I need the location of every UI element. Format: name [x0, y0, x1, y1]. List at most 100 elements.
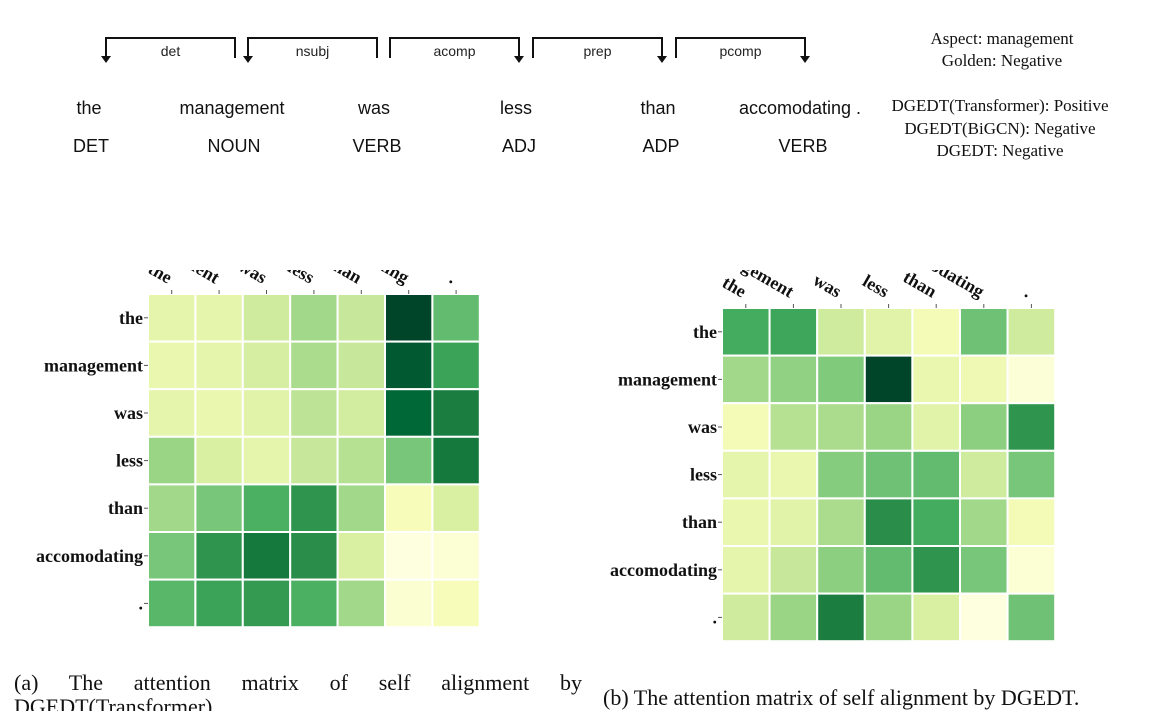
word-the: the	[76, 98, 102, 118]
heatmap-cell	[816, 592, 866, 643]
row-label: was	[688, 417, 717, 437]
pos-tag-6: VERB	[778, 136, 828, 156]
heatmap-b: themanagementwaslessthanaccomodating.the…	[610, 270, 1057, 643]
heatmap-cell	[721, 497, 771, 547]
heatmap-cell	[147, 435, 197, 486]
heatmap-cell	[431, 293, 481, 343]
arrow-head-icon	[657, 56, 667, 63]
heatmap-cell	[336, 340, 387, 391]
heatmap-cell	[289, 531, 339, 581]
heatmap-cell	[863, 354, 914, 405]
heatmap-cell	[816, 354, 866, 405]
heatmap-cell	[816, 497, 866, 547]
heatmap-cell	[863, 449, 914, 500]
heatmap-cell	[959, 307, 1009, 357]
word-was: was	[357, 98, 391, 118]
row-label: accomodating	[610, 560, 717, 580]
dependency-label: acomp	[433, 43, 475, 59]
row-label: less	[690, 465, 717, 485]
heatmap-cell	[384, 578, 434, 629]
heatmap-cell	[1006, 402, 1057, 452]
dependency-arc	[532, 37, 663, 58]
heatmap-cell	[1006, 592, 1057, 643]
heatmap-cell	[241, 483, 292, 533]
heatmap-cell	[959, 497, 1009, 547]
heatmap-cell	[911, 592, 961, 643]
aspect-label: Aspect: management	[930, 29, 1074, 48]
heatmap-cell	[384, 531, 434, 581]
col-label: was	[810, 270, 845, 301]
heatmap-cell	[911, 545, 961, 595]
prediction-dgedt: DGEDT: Negative	[936, 141, 1064, 160]
heatmap-cell	[1006, 449, 1057, 500]
heatmap-cell	[721, 545, 771, 595]
heatmap-cell	[336, 483, 387, 533]
heatmap-cell	[431, 578, 481, 629]
pos-tag-2: NOUN	[207, 136, 261, 156]
dependency-label: nsubj	[296, 43, 329, 59]
heatmap-cell	[911, 307, 961, 357]
heatmap-cell	[289, 483, 339, 533]
row-label: the	[119, 308, 143, 328]
golden-label: Golden: Negative	[941, 51, 1063, 70]
word-less: less	[499, 98, 533, 118]
heatmap-cell	[194, 435, 244, 486]
heatmap-cell	[336, 388, 387, 438]
heatmap-cell	[721, 354, 771, 405]
heatmap-cell	[768, 307, 819, 357]
heatmap-cell	[194, 340, 244, 391]
col-label: management	[702, 270, 798, 301]
heatmap-cell	[241, 531, 292, 581]
col-label: was	[235, 270, 270, 287]
heatmap-cell	[1006, 354, 1057, 405]
heatmap-cell	[911, 497, 961, 547]
heatmap-cell	[289, 435, 339, 486]
dependency-arc	[105, 37, 236, 58]
heatmap-cell	[336, 578, 387, 629]
dependency-label: prep	[583, 43, 611, 59]
heatmap-cell	[911, 402, 961, 452]
heatmap-cell	[241, 578, 292, 629]
heatmap-cell	[768, 354, 819, 405]
heatmap-cell	[959, 592, 1009, 643]
heatmap-cell	[194, 578, 244, 629]
heatmap-cell	[384, 483, 434, 533]
heatmap-cell	[959, 402, 1009, 452]
heatmap-cell	[194, 293, 244, 343]
row-label: .	[713, 607, 718, 627]
arrow-head-icon	[514, 56, 524, 63]
dependency-arcs: det nsubj acomp prep pcomp	[101, 37, 810, 63]
arrow-head-icon	[800, 56, 810, 63]
heatmap-cell	[1006, 307, 1057, 357]
heatmap-cell	[336, 293, 387, 343]
heatmap-cell	[768, 592, 819, 643]
heatmap-cell	[147, 293, 197, 343]
heatmap-cell	[147, 578, 197, 629]
heatmap-cell	[336, 435, 387, 486]
dependency-arc	[675, 37, 806, 58]
heatmap-cell	[768, 402, 819, 452]
row-label: management	[618, 369, 717, 389]
pos-tag-5: ADP	[642, 136, 680, 156]
prediction-bigcn: DGEDT(BiGCN): Negative	[904, 119, 1096, 138]
heatmap-cell	[147, 483, 197, 533]
heatmap-cell	[863, 592, 914, 643]
heatmap-cell	[194, 531, 244, 581]
heatmap-cell	[768, 449, 819, 500]
word-management: management	[179, 98, 285, 118]
heatmap-cell	[863, 545, 914, 595]
heatmap-cell	[959, 545, 1009, 595]
heatmap-cell	[863, 307, 914, 357]
heatmap-cell	[384, 340, 434, 391]
heatmap-cell	[241, 388, 292, 438]
row-label: less	[116, 451, 143, 471]
heatmap-cell	[147, 388, 197, 438]
heatmap-cell	[384, 293, 434, 343]
col-label: less	[285, 270, 318, 287]
heatmap-cell	[816, 449, 866, 500]
heatmap-cell	[863, 497, 914, 547]
heatmap-cell	[816, 307, 866, 357]
heatmap-cell	[721, 592, 771, 643]
row-label: management	[44, 355, 143, 375]
arrow-head-icon	[101, 56, 111, 63]
